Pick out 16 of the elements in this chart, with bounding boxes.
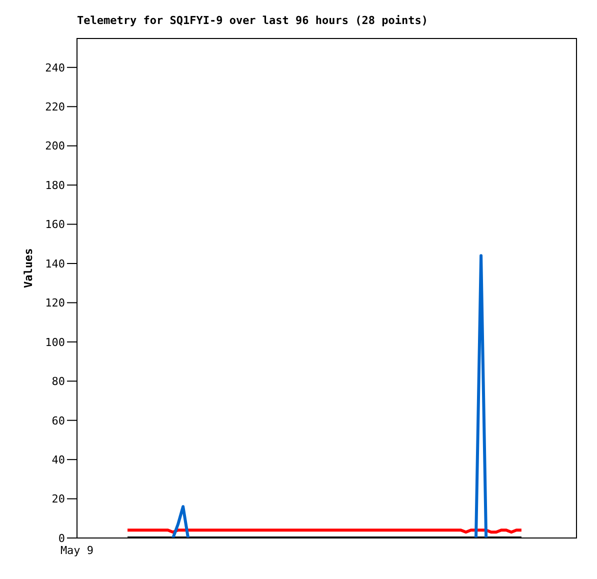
y-tick-label: 0	[58, 532, 65, 545]
y-tick-label: 100	[45, 336, 65, 349]
chart-title: Telemetry for SQ1FYI-9 over last 96 hours (28 points)	[77, 14, 428, 27]
y-tick-label: 220	[45, 100, 65, 114]
y-tick-label: 120	[45, 296, 65, 310]
y-tick-label: 80	[52, 375, 65, 388]
x-tick-label: May 9	[60, 544, 94, 557]
y-tick-label: 240	[45, 61, 65, 74]
y-tick-label: 20	[52, 492, 65, 506]
y-axis-title: Values	[22, 248, 35, 288]
y-tick-label: 140	[45, 257, 65, 270]
y-tick-label: 60	[52, 414, 65, 428]
y-tick-label: 200	[45, 140, 65, 153]
y-tick-label: 160	[45, 218, 65, 232]
y-tick-label: 180	[45, 178, 65, 192]
y-tick-label: 40	[52, 453, 65, 466]
